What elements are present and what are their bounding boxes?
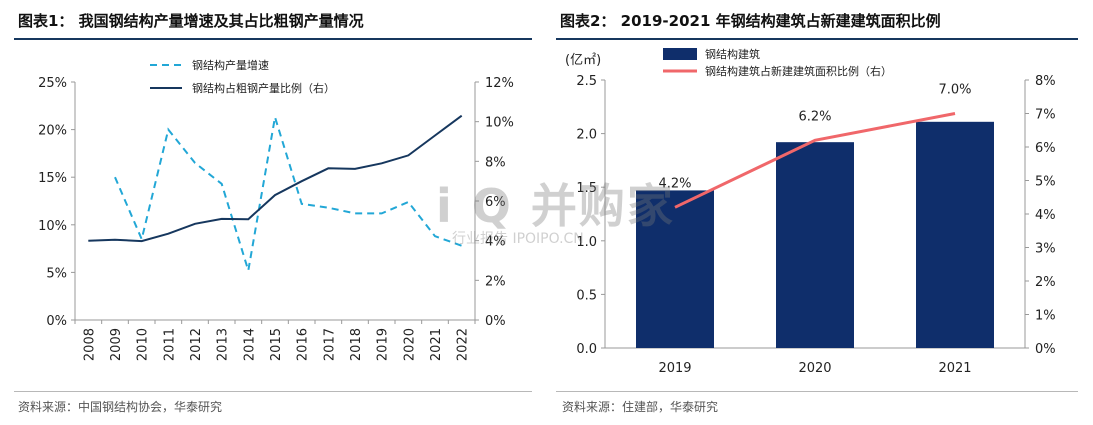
x-tick-label: 2010 [136, 328, 151, 361]
left-title-divider [14, 38, 532, 40]
x-tick-label: 2022 [456, 328, 471, 361]
legend-bar-label: 钢结构建筑 [705, 47, 760, 61]
x-tick-label: 2020 [798, 361, 831, 376]
x-tick-label: 2021 [938, 361, 971, 376]
x-tick-label: 2019 [376, 328, 391, 361]
left-y-tick-label: 2.5 [576, 74, 597, 89]
right-y-tick-label: 10% [485, 116, 514, 131]
left-y-tick-label: 25% [38, 76, 67, 91]
x-tick-label: 2015 [269, 328, 284, 361]
x-tick-label: 2011 [162, 328, 177, 361]
right-source-divider [556, 391, 1078, 392]
left-line-chart: 0% 5% 10% 15% 20% 25% 0% 2% 4% 6% 8% 10% 12% 2008 2009… [38, 58, 514, 361]
legend-share-ratio-label: 钢结构占粗钢产量比例（右） [192, 81, 335, 95]
data-label-share-ratio: 4.2% [658, 176, 691, 191]
right-y-tick-label: 8% [485, 155, 506, 170]
right-y-tick-label: 5% [1035, 175, 1056, 190]
legend-growth-rate-label: 钢结构产量增速 [192, 58, 269, 72]
x-tick-label: 2008 [82, 328, 97, 361]
x-tick-label: 2012 [189, 328, 204, 361]
left-y-tick-label: 20% [38, 124, 67, 139]
data-label-share-ratio: 6.2% [798, 109, 831, 124]
y-unit-label: (亿㎡) [565, 53, 601, 68]
x-tick-label: 2018 [349, 328, 364, 361]
left-y-tick-label: 0.5 [576, 288, 597, 303]
x-tick-label: 2021 [429, 328, 444, 361]
right-y-tick-label: 2% [1035, 275, 1056, 290]
left-y-tick-label: 0% [46, 314, 67, 329]
left-y-tick-label: 5% [46, 266, 67, 281]
bar-steel-structure-area [916, 121, 994, 348]
right-y-tick-label: 12% [485, 76, 514, 91]
left-source-note: 资料来源：中国钢结构协会，华泰研究 [18, 400, 223, 414]
data-label-share-ratio: 7.0% [938, 83, 971, 98]
series-growth-rate-line [114, 116, 463, 271]
right-y-tick-label: 2% [485, 274, 506, 289]
right-y-tick-label: 4% [485, 235, 506, 250]
left-y-tick-label: 10% [38, 219, 67, 234]
right-title-divider [556, 38, 1078, 40]
left-source-divider [14, 391, 532, 392]
right-y-tick-label: 6% [485, 195, 506, 210]
right-bar-line-chart: (亿㎡) 0.0 0.5 1.0 1.5 2.0 2.5 0% 1% 2% 3% 4% 5% 6% 7% 8%… [565, 47, 1056, 376]
left-y-tick-label: 1.5 [576, 181, 597, 196]
x-tick-label: 2019 [658, 361, 691, 376]
x-tick-label: 2013 [216, 328, 231, 361]
left-y-tick-label: 1.0 [576, 235, 597, 250]
left-y-tick-label: 0.0 [576, 342, 597, 357]
right-source-note: 资料来源：住建部，华泰研究 [562, 400, 719, 414]
x-tick-label: 2009 [109, 328, 124, 361]
right-chart-title: 图表2： 2019-2021 年钢结构建筑占新建建筑面积比例 [560, 12, 941, 30]
right-y-tick-label: 6% [1035, 141, 1056, 156]
right-y-tick-label: 3% [1035, 242, 1056, 257]
left-y-tick-label: 2.0 [576, 128, 597, 143]
x-tick-label: 2020 [402, 328, 417, 361]
series-share-ratio-line [674, 112, 956, 209]
right-y-tick-label: 4% [1035, 208, 1056, 223]
legend-line-label: 钢结构建筑占新建建筑面积比例（右） [705, 64, 892, 78]
left-chart-title: 图表1： 我国钢结构产量增速及其占比粗钢产量情况 [18, 12, 364, 30]
right-y-tick-label: 0% [485, 314, 506, 329]
x-tick-label: 2017 [322, 328, 337, 361]
right-y-tick-label: 8% [1035, 74, 1056, 89]
right-y-tick-label: 7% [1035, 108, 1056, 123]
legend-bar-swatch [663, 48, 697, 60]
right-y-tick-label: 0% [1035, 342, 1056, 357]
x-tick-label: 2014 [242, 328, 257, 361]
left-y-tick-label: 15% [38, 171, 67, 186]
x-tick-label: 2016 [296, 328, 311, 361]
bar-steel-structure-area [776, 142, 854, 348]
right-y-tick-label: 1% [1035, 309, 1056, 324]
series-share-ratio-line [88, 114, 463, 243]
bar-steel-structure-area [636, 190, 714, 348]
